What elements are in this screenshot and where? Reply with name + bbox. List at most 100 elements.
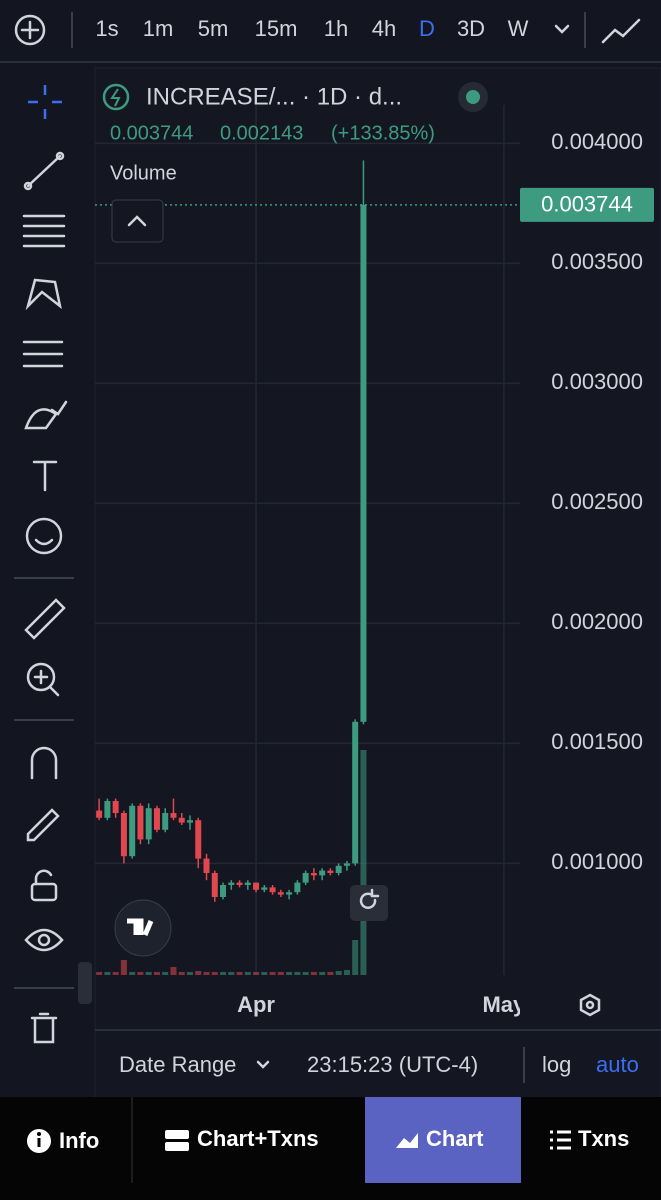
candle-body [286,892,293,895]
candle-body [253,882,260,890]
volume-bar [145,972,152,975]
info-tab[interactable]: Info [27,1128,99,1153]
date-range-button[interactable]: Date Range [119,1052,236,1077]
collapse-toolbar[interactable] [78,962,92,1004]
candle-body [236,882,243,885]
settings-dot [585,1000,595,1010]
last-price-label: 0.003744 [541,192,633,217]
volume-bar [335,971,342,975]
y-tick-label: 0.001500 [551,729,643,754]
volume-bar [294,972,301,975]
clock: 23:15:23 (UTC-4) [307,1052,478,1077]
add-button[interactable] [14,14,46,46]
candle-body [137,805,144,840]
active-tab [365,1097,521,1183]
volume-bar [153,972,160,975]
trend-line-tool[interactable] [23,151,65,191]
emoji-tool[interactable] [25,517,63,555]
candle-body [302,873,309,883]
log-toggle[interactable]: log [542,1052,571,1077]
crosshair-tool[interactable] [28,85,62,119]
volume-bar [178,972,185,975]
candle-body [310,873,317,876]
brush-tool[interactable] [24,400,68,430]
legend-change: 0.002143 [220,122,303,144]
zoom-tool[interactable] [26,662,60,697]
candle-body [195,820,202,859]
chevron-up [127,215,147,227]
tradingview-logo [114,899,172,957]
interval-button[interactable]: 3D [457,16,485,41]
volume-bar [343,970,350,975]
chart-tab[interactable]: Chart [396,1126,484,1151]
interval-button[interactable]: W [508,16,529,41]
auto-toggle[interactable]: auto [596,1052,639,1077]
candle-body [360,204,367,722]
candle-body [203,858,210,873]
interval-dropdown[interactable] [554,24,570,34]
date-range-chevron [256,1060,270,1069]
candle-body [228,882,235,885]
x-tick-label: Apr [237,992,275,1017]
interval-button[interactable]: 15m [255,16,298,41]
volume-bar [352,940,359,975]
tab-label: Txns [578,1126,629,1151]
txns-tab[interactable]: Txns [550,1126,629,1151]
last-price-tag [520,187,654,222]
chart-txns-tab[interactable]: Chart+Txns [165,1126,319,1151]
delete-tool[interactable] [30,1012,58,1044]
projection-tool[interactable] [22,340,64,368]
volume-bar [277,972,284,975]
text-tool[interactable] [32,460,58,492]
y-tick-label: 0.003500 [551,249,643,274]
interval-button[interactable]: D [419,16,435,41]
lock-drawing-tool[interactable] [26,808,60,842]
volume-bar [203,972,210,975]
volume-bar [186,972,193,975]
interval-button[interactable]: 1m [143,16,174,41]
candle-body [104,801,111,818]
volume-bar [327,972,334,975]
chart-header: INCREASE/... · 1D · d... [146,83,402,110]
candle-body [129,805,136,857]
status-dot [466,90,480,104]
volume-bar [220,972,227,975]
interval-button[interactable]: 4h [372,16,396,41]
volume-bar [244,972,251,975]
volume-label: Volume [110,162,177,184]
chart-style-button[interactable] [601,18,641,44]
volume-bar [120,960,127,975]
magnet-tool[interactable] [30,746,58,780]
y-tick-label: 0.003000 [551,369,643,394]
candle-body [327,870,334,873]
volume-bar [253,972,260,975]
reset-chart-button[interactable] [350,885,388,921]
candle-body [277,892,284,895]
volume-bar [360,750,367,975]
volume-bar [310,972,317,975]
volume-bar [112,972,119,975]
volume-bar [104,972,111,975]
volume-bar [96,972,103,975]
visibility-tool[interactable] [24,928,64,952]
lock-tool[interactable] [30,869,58,902]
settings-button[interactable] [579,993,601,1017]
collapse-legend[interactable] [111,199,164,243]
candle-body [145,808,152,840]
candle-body [294,882,301,893]
volume-bar [137,972,144,975]
interval-button[interactable]: 1h [324,16,348,41]
interval-button[interactable]: 1s [95,16,118,41]
candle-body [211,873,218,897]
legend-change-percent: (+133.85%) [331,122,435,144]
volume-bar [195,971,202,975]
pattern-tool[interactable] [25,278,62,311]
ruler-tool[interactable] [24,598,66,640]
candle-body [96,810,103,818]
volume-bar [319,972,326,975]
fib-tool[interactable] [22,214,66,248]
y-tick-label: 0.002000 [551,609,643,634]
candle-body [186,820,193,823]
logo-icon [102,83,130,111]
interval-button[interactable]: 5m [198,16,229,41]
